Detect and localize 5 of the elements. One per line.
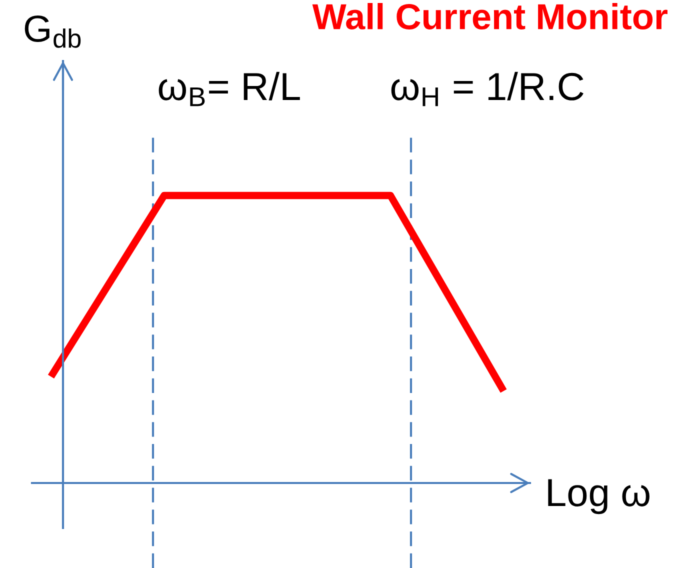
chart-title: Wall Current Monitor: [312, 3, 668, 30]
text: ω$_{B}$= R/L: [158, 72, 300, 106]
text: ω$_{H}$ = 1/R.C: [391, 72, 584, 106]
x-axis-title: Log ω: [548, 479, 650, 514]
y-axis-title: G$_{db}$: [24, 15, 81, 48]
